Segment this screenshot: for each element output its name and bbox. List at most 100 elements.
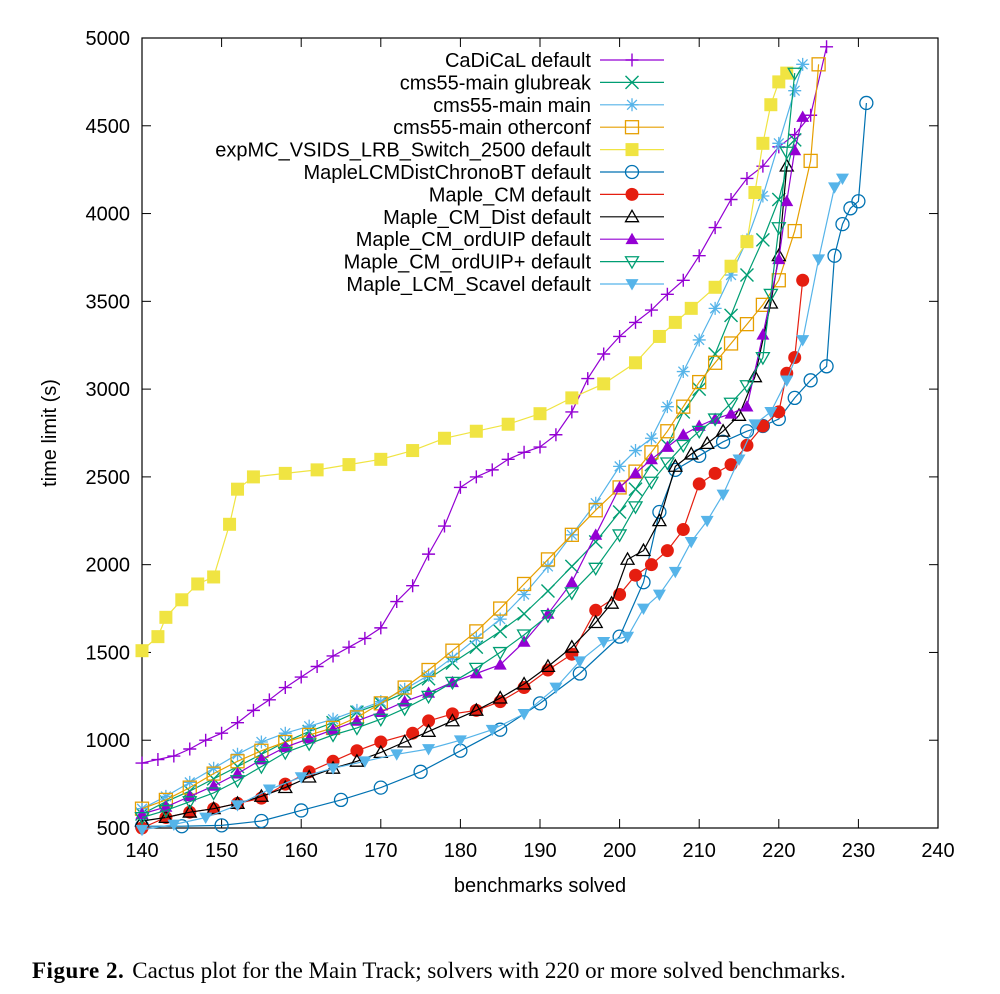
data-point [668, 315, 682, 329]
x-tick-label: 220 [762, 840, 795, 862]
data-point [549, 428, 563, 442]
data-point [707, 355, 723, 370]
x-tick-label: 210 [683, 840, 716, 862]
data-point [739, 380, 755, 394]
data-point [627, 501, 644, 515]
y-tick-label: 4500 [86, 116, 131, 138]
data-point [420, 690, 437, 705]
data-point [182, 796, 198, 810]
data-point [819, 359, 834, 374]
data-point [333, 792, 349, 808]
legend-marker [624, 164, 640, 180]
data-point [748, 419, 762, 431]
legend-label: Maple_LCM_Scavel default [346, 274, 591, 296]
data-point [358, 756, 372, 768]
data-point [517, 588, 531, 602]
data-point [756, 159, 770, 173]
data-point [589, 528, 603, 540]
data-point [612, 505, 627, 519]
data-point [756, 136, 770, 150]
data-point [692, 477, 706, 491]
y-tick-label: 2000 [86, 555, 131, 577]
data-point [468, 702, 484, 716]
data-point [134, 811, 150, 826]
data-point [445, 643, 460, 658]
data-point [724, 458, 738, 472]
data-point [565, 575, 579, 588]
data-point [668, 566, 682, 579]
data-point [772, 136, 786, 150]
data-point [151, 630, 165, 644]
data-point [708, 221, 722, 235]
data-point [692, 249, 706, 263]
data-point [859, 95, 874, 111]
series-line [141, 46, 828, 764]
data-point [342, 458, 356, 472]
data-point [644, 457, 659, 472]
cactus-plot: 140 150 160 170 180 190 200 210 220 230 240 500 1000… [39, 28, 955, 897]
data-point [485, 463, 499, 477]
data-point [469, 667, 483, 679]
data-point [540, 658, 556, 673]
data-point [533, 407, 547, 421]
data-point [629, 444, 643, 458]
data-point [613, 459, 627, 473]
data-point [636, 575, 651, 590]
data-point [326, 723, 340, 735]
data-point [763, 288, 779, 303]
data-point [643, 476, 660, 490]
data-point [183, 775, 197, 789]
x-tick-label: 150 [205, 840, 238, 862]
data-point [422, 668, 436, 682]
data-point [397, 703, 413, 717]
data-point [827, 248, 842, 263]
data-point [644, 303, 658, 317]
data-point [158, 809, 174, 823]
data-point [629, 466, 643, 479]
data-point [278, 466, 292, 480]
data-point [835, 173, 849, 185]
data-point [676, 523, 690, 537]
data-point [629, 568, 643, 582]
data-point [708, 280, 722, 294]
data-point [167, 819, 181, 831]
y-tick-label: 1500 [86, 642, 131, 664]
data-point [342, 640, 356, 654]
data-point [158, 804, 174, 819]
data-point [724, 308, 739, 323]
data-point [540, 610, 556, 624]
data-point [254, 813, 269, 829]
data-point [652, 589, 666, 602]
data-point [191, 577, 205, 591]
data-point [565, 405, 579, 419]
data-point [159, 610, 173, 624]
legend-marker [624, 256, 640, 270]
data-point [828, 182, 842, 194]
data-point [310, 659, 324, 673]
data-point [851, 194, 866, 209]
data-point [183, 789, 197, 802]
legend-label: cms55-main main [433, 95, 591, 117]
series-9 [134, 67, 803, 826]
figure-caption-text: Cactus plot for the Main Track; solvers … [132, 958, 846, 983]
y-tick-label: 2500 [86, 467, 131, 489]
data-point [421, 662, 436, 678]
series-line [141, 64, 820, 810]
data-point [533, 440, 547, 454]
data-point [262, 693, 276, 707]
data-point [597, 637, 611, 649]
data-point [684, 536, 698, 549]
data-point [398, 682, 412, 696]
data-point [597, 377, 611, 391]
data-point [740, 400, 754, 412]
data-point [739, 268, 754, 282]
data-point [660, 400, 674, 414]
data-point [469, 424, 483, 438]
data-point [659, 457, 675, 471]
data-point [573, 656, 587, 668]
data-point [135, 756, 149, 770]
data-point [413, 764, 428, 779]
legend-label: MapleLCMDistChronoBT default [303, 162, 591, 184]
legend-label: Maple_CM_ordUIP default [356, 229, 592, 251]
data-point [835, 216, 850, 232]
